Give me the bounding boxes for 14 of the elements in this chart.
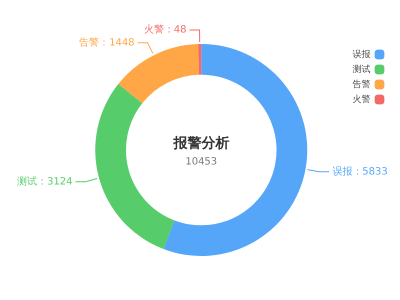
slice-label: 误报 — [332, 165, 352, 178]
data-label: ：48 — [164, 24, 187, 36]
slice-label: 火警 — [144, 24, 164, 36]
legend-label: 测试 — [352, 64, 370, 75]
legend-label: 火警 — [352, 94, 370, 105]
data-label: ：5833 — [352, 166, 388, 178]
legend-label: 告警 — [352, 78, 370, 90]
data-label: ：3124 — [37, 176, 73, 188]
data-label: ：1448 — [99, 37, 135, 48]
text: 10453 — [185, 156, 218, 168]
slice-label: 测试 — [17, 175, 38, 188]
slice-label: 告警 — [79, 36, 100, 48]
legend-label: 误报 — [352, 48, 370, 60]
text: 报警分析 — [172, 136, 230, 152]
